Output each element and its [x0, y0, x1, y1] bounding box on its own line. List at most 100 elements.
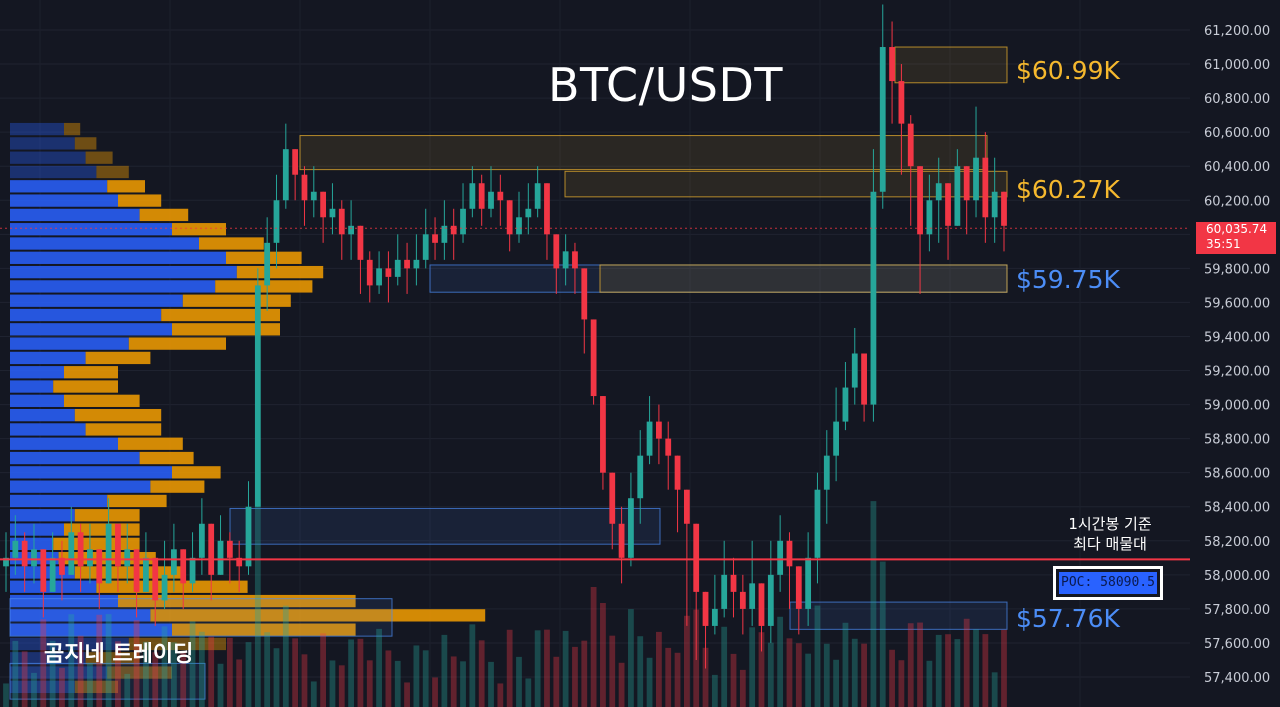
candle-body: [982, 157, 989, 218]
volume-bar: [366, 660, 373, 707]
volume-bar: [665, 647, 672, 707]
poc-annotation: 1시간봉 기준 최다 매물대: [1045, 514, 1175, 554]
candle-body: [497, 191, 504, 201]
vp-buy-bar: [10, 280, 216, 293]
volume-bar: [40, 619, 47, 707]
candle-body: [973, 157, 979, 201]
price-axis: 57,400.00 57,600.00 57,800.00 58,000.00 58,2…: [1190, 0, 1280, 707]
zone-57760-left: [9, 598, 393, 637]
zone-59750: [429, 264, 1008, 293]
vp-buy-bar: [10, 251, 226, 264]
candle-body: [945, 183, 951, 226]
vp-sell-bar: [139, 208, 189, 222]
candle-body: [460, 208, 466, 235]
vp-sell-bar: [118, 594, 356, 608]
candle-body: [516, 217, 522, 235]
volume-bar: [226, 637, 233, 707]
candle-body: [273, 200, 280, 243]
volume-bar: [926, 660, 933, 707]
volume-bar: [21, 651, 28, 707]
candle-body: [842, 387, 849, 422]
vp-sell-bar: [74, 408, 162, 422]
vp-buy-bar: [10, 366, 64, 379]
volume-bar: [814, 605, 821, 707]
candle-body: [600, 396, 606, 473]
candle-body: [376, 268, 382, 286]
volume-bar: [133, 620, 140, 707]
vp-buy-bar: [10, 537, 54, 551]
volume-bar: [59, 667, 65, 707]
candle-body: [711, 608, 718, 626]
candle-body: [534, 183, 541, 209]
current-price-value: 60,035.74: [1206, 222, 1268, 236]
candle-body: [282, 149, 289, 201]
price-tick-label: 59,800.00: [1204, 262, 1270, 277]
candle-body: [441, 225, 448, 243]
volume-bar: [469, 624, 476, 707]
vp-sell-bar: [139, 451, 194, 465]
zone-57760: [789, 601, 1008, 630]
candle-body: [105, 523, 112, 584]
price-tick-label: 59,600.00: [1204, 296, 1270, 311]
volume-bar: [786, 638, 793, 707]
volume-bar: [562, 630, 569, 707]
vp-buy-bar: [10, 323, 172, 336]
candle-body: [59, 557, 65, 575]
candle-body: [96, 549, 103, 584]
candle-body: [814, 489, 821, 558]
volume-bar: [198, 631, 205, 707]
candle-body: [562, 251, 569, 269]
candle-body: [861, 353, 867, 405]
reference-lines: [0, 227, 1192, 561]
vp-sell-bar: [64, 394, 140, 407]
candle-body: [767, 574, 774, 626]
vp-buy-bar: [10, 680, 75, 694]
vp-buy-bar: [10, 223, 172, 236]
volume-bar: [12, 640, 19, 707]
candle-body: [1001, 191, 1007, 226]
candle-body: [749, 583, 756, 609]
volume-bar: [628, 609, 634, 707]
candle-body: [917, 166, 923, 235]
candle-body: [143, 557, 149, 592]
vp-buy-bar: [10, 623, 172, 636]
volume-bar: [152, 652, 159, 707]
volume-bar: [730, 653, 737, 707]
candle-body: [236, 557, 243, 567]
volume-bar: [721, 626, 728, 707]
volume-bar: [422, 650, 429, 707]
volume-bar: [432, 677, 438, 707]
candle-body: [851, 353, 858, 388]
candle-body: [301, 174, 308, 201]
candle-body: [254, 285, 261, 507]
vp-sell-bar: [64, 366, 118, 379]
candle-body: [870, 191, 877, 405]
volume-bar: [973, 629, 979, 707]
candle-body: [618, 523, 625, 558]
vp-sell-bar: [199, 237, 264, 250]
volume-bar: [460, 661, 466, 707]
volume-bar: [292, 638, 299, 707]
price-tick-label: 61,200.00: [1204, 24, 1270, 39]
vp-buy-bar: [10, 494, 108, 508]
volume-bar: [777, 616, 784, 707]
vp-buy-bar: [10, 652, 86, 665]
candle-body: [422, 234, 429, 260]
price-tick-label: 59,400.00: [1204, 330, 1270, 345]
vp-buy-bar: [10, 308, 162, 322]
price-tick-label: 58,800.00: [1204, 433, 1270, 448]
volume-bar: [441, 634, 448, 707]
candle-body: [49, 557, 56, 592]
volume-bar: [170, 642, 177, 707]
vp-sell-bar: [150, 609, 486, 622]
vp-sell-bar: [128, 637, 226, 651]
candle-body: [637, 455, 644, 499]
candle-body: [450, 225, 457, 235]
volume-bar: [889, 649, 895, 707]
vp-buy-bar: [10, 380, 54, 393]
vp-buy-bar: [10, 423, 86, 436]
volume-bar: [991, 672, 998, 707]
poc-label: POC: 58090.5: [1059, 572, 1157, 594]
volume-bar: [217, 663, 224, 707]
candle-body: [795, 566, 802, 609]
